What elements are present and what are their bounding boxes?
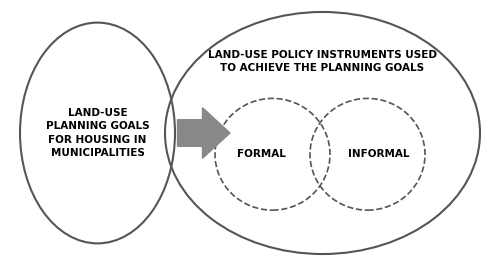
Text: LAND-USE POLICY INSTRUMENTS USED
TO ACHIEVE THE PLANNING GOALS: LAND-USE POLICY INSTRUMENTS USED TO ACHI…: [208, 49, 437, 73]
Text: LAND-USE
PLANNING GOALS
FOR HOUSING IN
MUNICIPALITIES: LAND-USE PLANNING GOALS FOR HOUSING IN M…: [46, 108, 150, 158]
Text: INFORMAL: INFORMAL: [348, 149, 410, 159]
FancyArrow shape: [178, 108, 230, 158]
Text: FORMAL: FORMAL: [236, 149, 286, 159]
